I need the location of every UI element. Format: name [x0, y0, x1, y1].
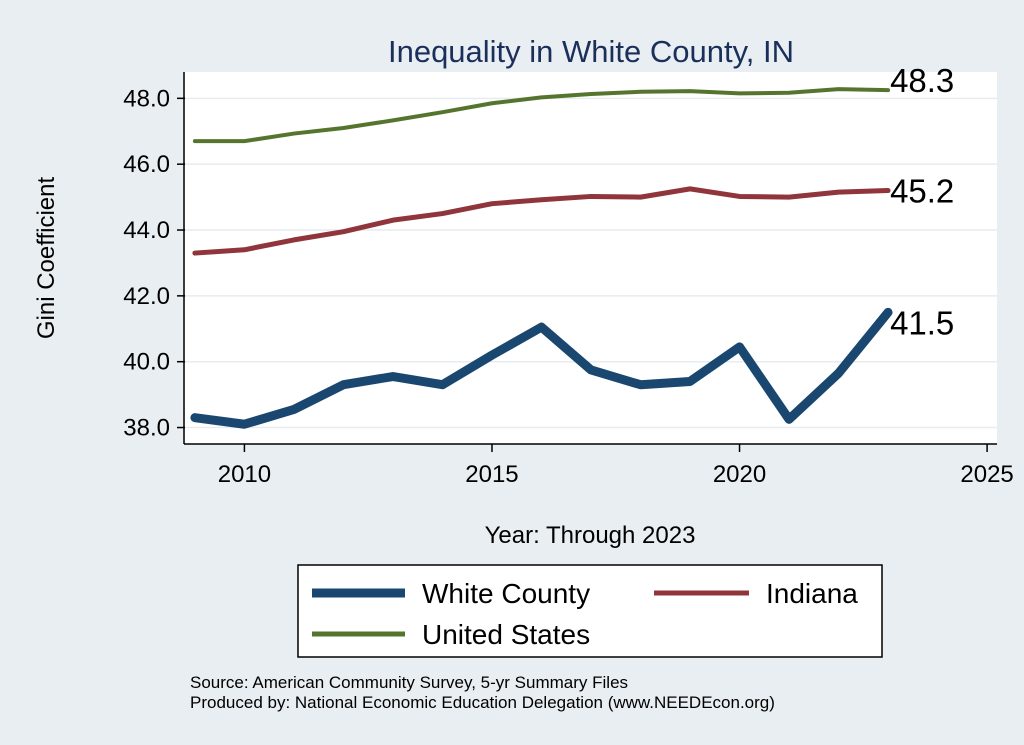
- x-tick-label: 2010: [218, 461, 271, 488]
- chart-title: Inequality in White County, IN: [388, 34, 794, 69]
- legend-label-united-states: United States: [422, 619, 590, 650]
- plot-area: [185, 72, 997, 444]
- series-line-indiana: [192, 186, 891, 256]
- y-axis-ticks: 38.0 40.0 42.0 44.0 46.0 48.0: [123, 85, 185, 442]
- producer-note: Produced by: National Economic Education…: [190, 693, 775, 712]
- end-label-white-county: 41.5: [890, 304, 954, 341]
- end-label-united-states: 48.3: [890, 62, 954, 99]
- legend-label-indiana: Indiana: [766, 578, 858, 609]
- x-tick-label: 2020: [713, 461, 766, 488]
- y-tick-label: 42.0: [123, 283, 170, 310]
- y-tick-label: 38.0: [123, 415, 170, 442]
- y-tick-label: 46.0: [123, 151, 170, 178]
- y-axis-label: Gini Coefficient: [33, 177, 60, 340]
- y-tick-label: 44.0: [123, 217, 170, 244]
- legend-label-white-county: White County: [422, 578, 590, 609]
- end-labels: 41.5 45.2 48.3: [890, 62, 954, 341]
- series-lines: [190, 87, 893, 429]
- x-tick-label: 2025: [960, 461, 1013, 488]
- legend-box: [297, 564, 883, 658]
- source-note: Source: American Community Survey, 5-yr …: [190, 673, 628, 692]
- x-axis-ticks: 2010 2015 2020 2025: [218, 444, 1014, 488]
- x-tick-label: 2015: [465, 461, 518, 488]
- y-tick-label: 40.0: [123, 349, 170, 376]
- series-line-united-states: [192, 87, 891, 144]
- y-tick-label: 48.0: [123, 85, 170, 112]
- gridlines: [185, 97, 997, 429]
- end-label-indiana: 45.2: [890, 173, 954, 210]
- x-axis-label: Year: Through 2023: [485, 522, 696, 549]
- series-line-white-county: [190, 307, 893, 429]
- legend: White County Indiana United States: [297, 564, 883, 658]
